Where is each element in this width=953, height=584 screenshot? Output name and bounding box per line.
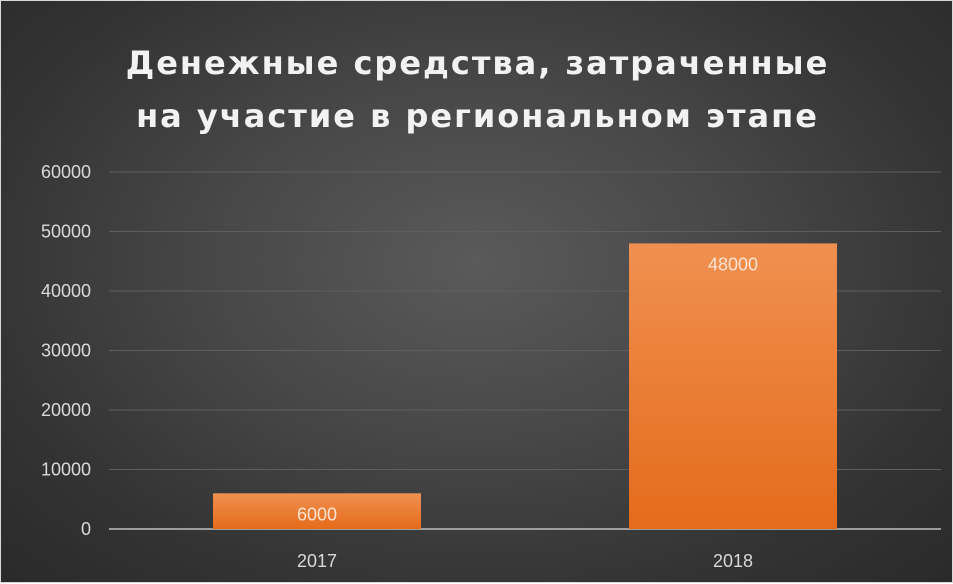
data-label-2018: 48000 [708, 254, 758, 274]
x-axis-ticks: 2017 2018 [297, 551, 753, 571]
y-axis-ticks: 0 10000 20000 30000 40000 50000 60000 [41, 162, 91, 539]
bars [213, 243, 837, 529]
bar-2018 [629, 243, 837, 529]
chart-title-line-1: Денежные средства, затраченные [125, 44, 830, 82]
data-labels: 6000 48000 [297, 254, 758, 524]
y-tick-label: 10000 [41, 460, 91, 480]
y-tick-label: 40000 [41, 281, 91, 301]
bar-2017 [213, 493, 421, 529]
y-tick-label: 20000 [41, 400, 91, 420]
y-tick-label: 30000 [41, 341, 91, 361]
x-tick-label: 2017 [297, 551, 337, 571]
y-tick-label: 0 [81, 519, 91, 539]
data-label-2017: 6000 [297, 504, 337, 524]
y-tick-label: 60000 [41, 162, 91, 182]
y-tick-label: 50000 [41, 222, 91, 242]
chart-title-line-2: на участие в региональном этапе [136, 97, 819, 135]
chart-title: Денежные средства, затраченные на участи… [1, 37, 953, 143]
x-tick-label: 2018 [713, 551, 753, 571]
